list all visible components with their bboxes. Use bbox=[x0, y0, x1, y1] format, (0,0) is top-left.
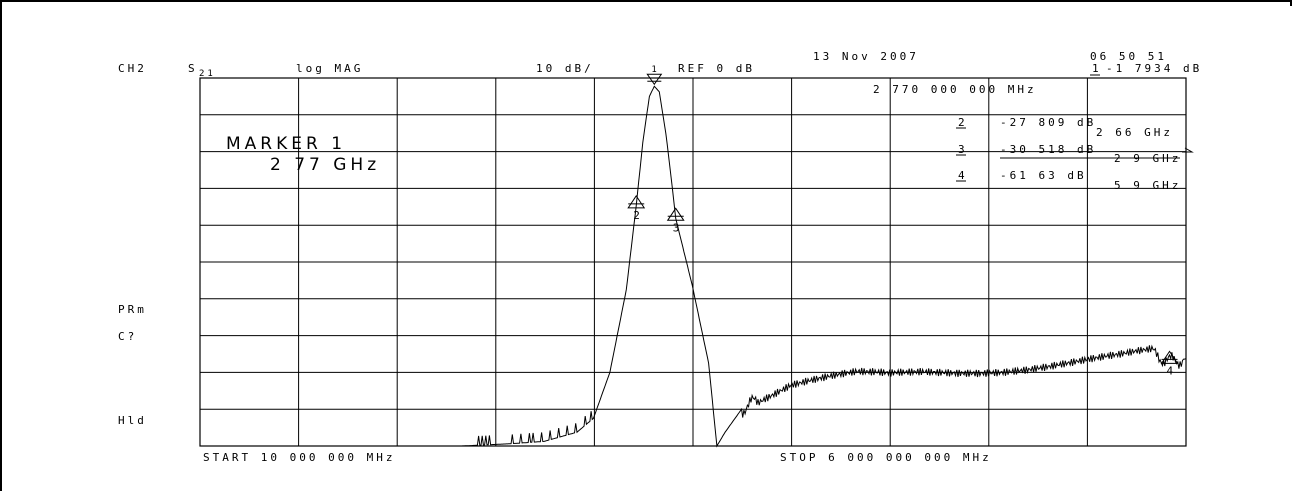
marker-list-db-3: -30 518 dB bbox=[1000, 143, 1096, 156]
marker-4-label: 4 bbox=[1167, 364, 1174, 377]
side-label-prm: PRm bbox=[118, 303, 147, 316]
window-frame-left bbox=[0, 0, 2, 491]
marker-1: 1 bbox=[646, 65, 663, 86]
marker-list-freq-2: 2 66 GHz bbox=[1096, 126, 1173, 139]
active-marker-frequency: 2 770 000 000 MHz bbox=[873, 83, 1037, 96]
side-label-cq: C? bbox=[118, 330, 137, 343]
format-label: log MAG bbox=[296, 62, 363, 75]
marker-4-glyph bbox=[1160, 350, 1179, 364]
side-label-hld: Hld bbox=[118, 414, 147, 427]
marker-4: 4 bbox=[1160, 350, 1179, 377]
window-frame-top bbox=[0, 0, 1292, 6]
param-label: S bbox=[188, 62, 198, 75]
marker-list-db-4: -61 63 dB bbox=[1000, 169, 1087, 182]
stop-frequency: STOP 6 000 000 000 MHz bbox=[780, 451, 992, 464]
param-subscript: 21 bbox=[199, 69, 216, 79]
marker-list-num-2: 2 bbox=[958, 116, 968, 129]
time-label: 06 50 51 bbox=[1090, 50, 1167, 63]
marker-list-num-3: 3 bbox=[958, 143, 968, 156]
start-frequency: START 10 000 000 MHz bbox=[203, 451, 395, 464]
marker-1-glyph bbox=[646, 73, 663, 86]
marker-3: 3 bbox=[666, 207, 685, 234]
marker-list-num-4: 4 bbox=[958, 169, 968, 182]
marker-2-label: 2 bbox=[633, 209, 640, 222]
marker-3-label: 3 bbox=[673, 221, 680, 234]
graticule bbox=[199, 77, 1187, 447]
channel-label: CH2 bbox=[118, 62, 147, 75]
ref-label: REF 0 dB bbox=[678, 62, 755, 75]
date-label: 13 Nov 2007 bbox=[813, 50, 919, 63]
marker-box-title: MARKER 1 bbox=[226, 134, 346, 154]
scale-label: 10 dB/ bbox=[536, 62, 594, 75]
plot-area: 1 2 3 4 bbox=[200, 65, 1187, 448]
marker-1-label: 1 bbox=[651, 65, 656, 75]
marker-box-value: 2 77 GHz bbox=[270, 155, 380, 175]
marker-list-freq-4: 5 9 GHz bbox=[1114, 179, 1181, 192]
active-marker-value: -1 7934 dB bbox=[1106, 62, 1202, 75]
marker-list: 2 -27 809 dB 2 66 GHz 3 -30 518 dB 2 9 G… bbox=[956, 116, 1194, 192]
marker-3-glyph bbox=[666, 207, 685, 221]
active-marker-number: 1 bbox=[1092, 62, 1102, 75]
marker-list-db-2: -27 809 dB bbox=[1000, 116, 1096, 129]
marker-2-glyph bbox=[627, 194, 646, 209]
marker-2: 2 bbox=[627, 194, 646, 222]
trace-series-0 bbox=[200, 85, 1187, 448]
